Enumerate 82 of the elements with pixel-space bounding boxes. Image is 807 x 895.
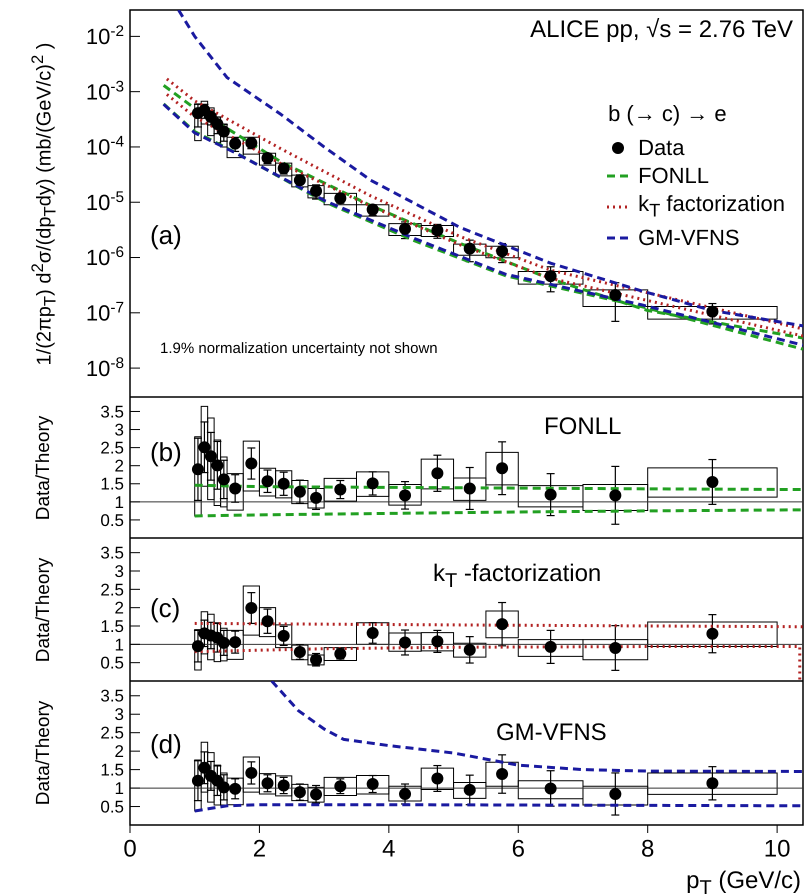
y-tick-label: 3 [114, 705, 124, 724]
y-tick-label: 10$^{-7}$ [86, 299, 124, 326]
y-tick-label: 3.5 [100, 402, 124, 422]
x-tick-label: 10 [764, 836, 790, 863]
point [211, 118, 224, 130]
annotation: (d) [150, 729, 182, 760]
legend-label: Data [638, 134, 685, 162]
legend-label: k$_{T}$ factorization [638, 190, 785, 222]
y-tick-label: 1 [114, 779, 124, 798]
point [706, 476, 718, 488]
y-tick-label: 10$^{-5}$ [86, 188, 124, 215]
x-tick-label: 2 [252, 836, 266, 863]
y-tick-label: 10$^{-6}$ [86, 244, 124, 270]
point [706, 306, 718, 318]
point [211, 459, 224, 472]
point [218, 636, 230, 649]
y-tick-label: 3 [114, 420, 124, 440]
y-tick-label: 1 [114, 492, 124, 512]
annotation: k$_{T}$ -factorization [433, 560, 602, 593]
x-axis-title: p$_{T}$ (GeV/c) [686, 867, 801, 895]
y-axis-title: Data/Theory [33, 415, 54, 520]
legend-label: FONLL [638, 162, 709, 190]
legend-title: b (→ c) → e [608, 100, 728, 128]
point [706, 628, 718, 640]
y-tick-label: 2 [114, 598, 124, 618]
line-series [270, 681, 803, 773]
point [544, 488, 557, 501]
y-axis-title: Data/Theory [33, 700, 54, 806]
point [464, 242, 476, 255]
y-tick-label: 0.5 [100, 510, 124, 530]
point [544, 270, 557, 282]
annotation: GM-VFNS [496, 719, 607, 747]
x-tick-label: 0 [123, 836, 137, 863]
point [609, 642, 622, 654]
y-tick-label: 1.5 [100, 760, 124, 780]
point [192, 463, 204, 476]
y-tick-label: 10$^{-8}$ [86, 354, 124, 381]
annotation: FONLL [544, 413, 622, 441]
point [198, 441, 210, 454]
annotation: (a) [150, 220, 182, 251]
y-tick-label: 3.5 [100, 686, 124, 706]
point [609, 489, 622, 502]
point [204, 450, 217, 462]
x-tick-label: 6 [512, 836, 525, 863]
point [245, 458, 258, 470]
y-axis-title: Data/Theory [33, 557, 54, 662]
point [218, 473, 230, 486]
point [192, 774, 204, 787]
y-tick-label: 0.5 [100, 654, 124, 673]
line-series [193, 508, 803, 518]
point [609, 788, 622, 800]
point [609, 288, 622, 301]
point [245, 602, 258, 614]
annotation: (b) [150, 437, 182, 468]
point [431, 224, 444, 236]
x-tick-label: 4 [382, 836, 396, 863]
y-tick-label: 1.5 [100, 616, 124, 636]
point [218, 126, 230, 138]
y-tick-label: 10$^{-4}$ [86, 133, 124, 160]
x-tick-label: 8 [641, 836, 654, 863]
y-tick-label: 2.5 [100, 438, 124, 458]
legend-label: GM-VFNS [638, 224, 740, 252]
point [544, 782, 557, 794]
y-tick-label: 2 [114, 456, 124, 476]
y-tick-label: 1.5 [100, 474, 124, 494]
y-tick-label: 10$^{-2}$ [86, 22, 124, 50]
y-tick-label: 2.5 [100, 580, 124, 600]
annotation: 1.9% normalization uncertainty not shown [160, 340, 438, 357]
y-tick-label: 3 [114, 562, 124, 581]
point [544, 640, 557, 653]
y-tick-label: 2.5 [100, 724, 124, 743]
y-tick-label: 1 [114, 635, 124, 654]
annotation: ALICE pp, √s = 2.76 TeV [530, 16, 793, 44]
annotation: (c) [150, 593, 180, 624]
y-tick-label: 3.5 [100, 544, 124, 563]
point [706, 777, 718, 790]
point [218, 781, 230, 794]
point [198, 762, 210, 774]
y-tick-label: 10$^{-3}$ [86, 78, 124, 104]
y-tick-label: 0.5 [100, 797, 124, 816]
point [192, 640, 204, 652]
y-tick-label: 2 [114, 742, 124, 762]
